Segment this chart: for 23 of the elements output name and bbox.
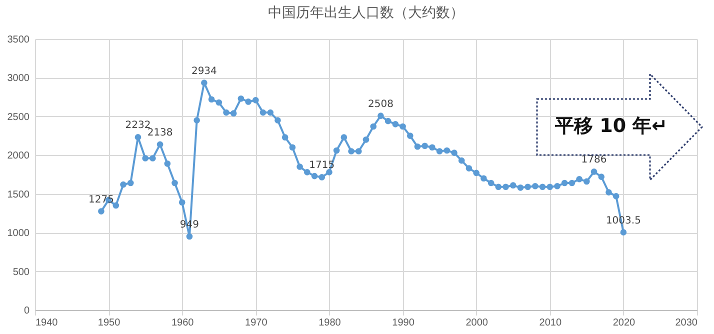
chart-title: 中国历年出生人口数（大约数）: [268, 5, 464, 21]
y-tick-label: 0: [24, 306, 30, 316]
x-tick-label: 2030: [675, 318, 698, 328]
x-tick-label: 1940: [36, 318, 58, 328]
x-tick-label: 2020: [612, 318, 636, 328]
x-tick-label: 1960: [171, 318, 194, 328]
y-tick-label: 3000: [7, 73, 30, 84]
y-tick-label: 2500: [7, 112, 30, 123]
x-tick-label: 2010: [539, 318, 562, 328]
annotation: 2934: [191, 66, 217, 77]
y-tick-label: 3500: [7, 34, 30, 46]
annotation: 2508: [368, 98, 394, 110]
y-tick-label: 1500: [7, 189, 30, 200]
x-tick-label: 2000: [466, 318, 488, 328]
y-tick-label: 500: [12, 266, 30, 278]
y-tick-label: 2000: [7, 150, 30, 162]
x-tick-label: 1990: [392, 318, 415, 328]
annotation: 平移 10 年↵: [555, 114, 668, 139]
y-tick-label: 1000: [7, 228, 30, 240]
annotation: 1786: [581, 154, 607, 166]
x-tick-label: 1950: [98, 318, 121, 328]
x-tick-label: 1970: [245, 318, 268, 328]
x-tick-label: 1980: [318, 318, 342, 328]
